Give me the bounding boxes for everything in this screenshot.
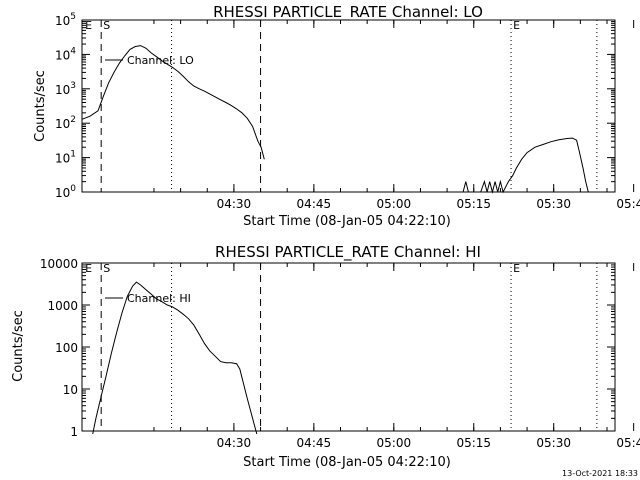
marker-label-lo: S <box>103 19 110 32</box>
x-axis-label-lo: Start Time (08-Jan-05 04:22:10) <box>243 214 451 229</box>
y-tick-label-lo: 103 <box>55 81 76 97</box>
legend-label-hi: Channel: HI <box>127 292 191 305</box>
x-axis-label-hi: Start Time (08-Jan-05 04:22:10) <box>243 455 451 470</box>
x-tick-label-lo: 04:45 <box>297 197 332 211</box>
x-tick-label-lo: 05:00 <box>377 197 412 211</box>
y-tick-label-lo: 100 <box>55 184 76 200</box>
x-tick-label-lo: 04:30 <box>217 197 252 211</box>
data-line-hi <box>92 281 258 435</box>
marker-label-lo: E <box>513 19 520 32</box>
chart-panel-lo: RHESSI PARTICLE_RATE Channel: LO Counts/… <box>33 3 640 229</box>
plot-frame-hi <box>81 262 616 432</box>
chart-title-lo: RHESSI PARTICLE_RATE Channel: LO <box>213 3 483 22</box>
y-tick-label-hi: 10 <box>63 383 78 397</box>
y-tick-label-hi: 10000 <box>40 257 78 271</box>
x-tick-label-lo: 05:45 <box>616 197 640 211</box>
marker-label-hi: E <box>85 262 92 275</box>
y-tick-label-lo: 104 <box>55 46 76 62</box>
y-tick-label-lo: 101 <box>55 150 76 166</box>
legend-label-lo: Channel: LO <box>127 54 194 67</box>
x-tick-label-hi: 04:45 <box>297 436 332 450</box>
x-tick-label-hi: 05:45 <box>616 436 640 450</box>
x-tick-label-hi: 05:30 <box>536 436 571 450</box>
data-line-lo <box>462 137 589 194</box>
axes-lo: 04:3004:4505:0005:1505:3005:4506:0010010… <box>55 12 640 211</box>
y-tick-label-hi: 1000 <box>47 299 78 313</box>
y-axis-label-lo: Counts/sec <box>33 70 48 142</box>
footer-timestamp: 13-Oct-2021 18:33 <box>562 469 638 478</box>
y-tick-label-lo: 102 <box>55 115 76 131</box>
plot-frame-lo <box>81 19 616 193</box>
marker-label-hi: E <box>513 262 520 275</box>
x-tick-label-lo: 05:15 <box>456 197 491 211</box>
data-line-lo <box>81 45 265 160</box>
marker-label-hi: S <box>103 262 110 275</box>
y-tick-label-lo: 105 <box>55 12 76 28</box>
y-tick-label-hi: 1 <box>70 425 78 439</box>
x-tick-label-hi: 05:00 <box>377 436 412 450</box>
x-tick-label-hi: 04:30 <box>217 436 252 450</box>
marker-label-lo: E <box>85 19 92 32</box>
axes-hi: 04:3004:4505:0005:1505:3005:4506:0011010… <box>40 257 640 450</box>
y-tick-label-hi: 100 <box>55 341 78 355</box>
chart-title-hi: RHESSI PARTICLE_RATE Channel: HI <box>215 243 481 262</box>
x-tick-label-lo: 05:30 <box>536 197 571 211</box>
chart-panel-hi: RHESSI PARTICLE_RATE Channel: HI Counts/… <box>11 243 640 470</box>
x-tick-label-hi: 05:15 <box>456 436 491 450</box>
y-axis-label-hi: Counts/sec <box>11 310 26 382</box>
